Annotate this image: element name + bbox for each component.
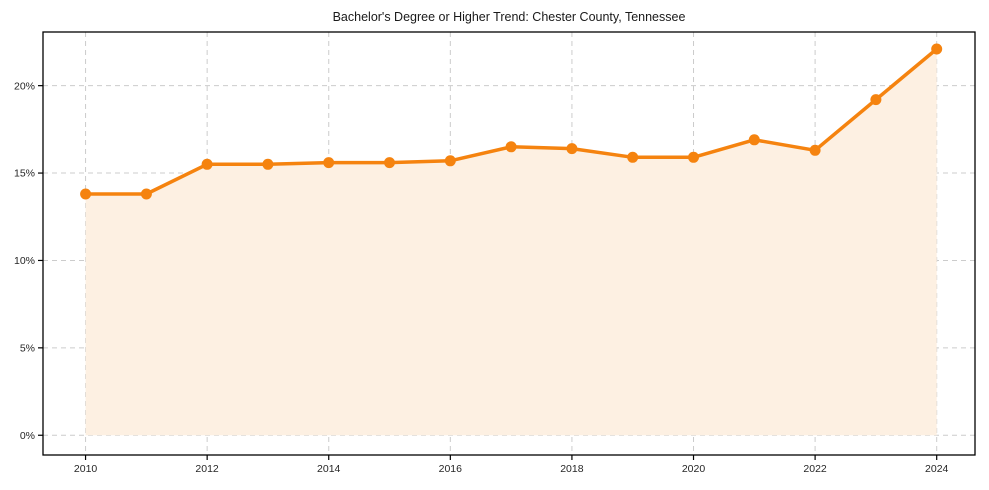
area-fill bbox=[85, 49, 937, 436]
data-point-marker bbox=[444, 155, 456, 167]
y-tick-label: 10% bbox=[14, 255, 35, 267]
y-tick-label: 15% bbox=[14, 168, 35, 180]
data-point-marker bbox=[931, 43, 943, 55]
y-tick-label: 5% bbox=[20, 343, 35, 355]
data-point-marker bbox=[627, 151, 639, 163]
data-point-marker bbox=[80, 188, 92, 200]
data-point-marker bbox=[323, 157, 335, 169]
x-tick-label: 2024 bbox=[925, 463, 949, 475]
x-tick-label: 2018 bbox=[560, 463, 584, 475]
data-point-marker bbox=[384, 157, 395, 169]
axes bbox=[38, 31, 976, 460]
x-tick-label: 2014 bbox=[317, 463, 341, 475]
x-tick-label: 2022 bbox=[803, 463, 827, 475]
y-tick-label: 20% bbox=[14, 80, 35, 92]
series-layer bbox=[80, 43, 943, 436]
tick-labels: 2010 2012 2014 2016 2018 2020 2022 2024 0% 5% 10% 1… bbox=[14, 80, 949, 475]
chart-title: Bachelor's Degree or Higher Trend: Chest… bbox=[333, 10, 686, 24]
data-point-marker bbox=[566, 143, 578, 155]
data-point-marker bbox=[809, 144, 821, 156]
data-point-marker bbox=[688, 151, 699, 163]
data-point-marker bbox=[505, 141, 517, 153]
data-point-marker bbox=[870, 94, 882, 106]
x-tick-label: 2016 bbox=[439, 463, 463, 475]
x-tick-label: 2012 bbox=[195, 463, 219, 475]
data-point-marker bbox=[748, 134, 760, 146]
data-point-marker bbox=[201, 158, 213, 170]
y-tick-label: 0% bbox=[20, 430, 35, 442]
data-point-marker bbox=[140, 188, 152, 200]
data-point-marker bbox=[262, 158, 274, 170]
axis-frame bbox=[42, 31, 976, 456]
x-tick-label: 2010 bbox=[74, 463, 98, 475]
x-tick-label: 2020 bbox=[682, 463, 706, 475]
